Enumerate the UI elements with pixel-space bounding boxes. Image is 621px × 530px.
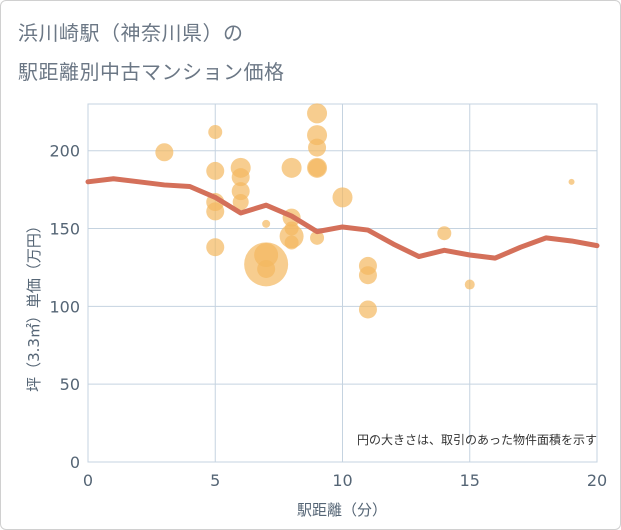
data-bubble — [308, 158, 327, 177]
x-tick-label: 5 — [210, 471, 220, 490]
data-bubble — [231, 168, 250, 187]
data-bubble — [206, 202, 225, 221]
data-bubble — [568, 178, 575, 185]
y-tick-label: 0 — [70, 453, 80, 472]
x-tick-label: 20 — [587, 471, 607, 490]
chart-title-line-1: 浜川崎駅（神奈川県）の — [18, 21, 244, 45]
data-bubble — [262, 219, 271, 228]
grid — [87, 103, 598, 463]
data-bubble — [206, 161, 225, 180]
data-bubble — [206, 238, 225, 257]
y-tick-label: 100 — [49, 297, 80, 316]
x-axis-label: 駅距離（分） — [297, 501, 387, 519]
data-bubble — [208, 125, 223, 140]
data-bubble — [307, 103, 328, 124]
chart-title-line-2: 駅距離別中古マンション価格 — [18, 60, 285, 84]
data-bubble — [257, 259, 276, 278]
x-tick-label: 10 — [332, 471, 352, 490]
trend — [85, 176, 600, 261]
x-tick-label: 0 — [83, 471, 93, 490]
data-bubble — [332, 187, 353, 208]
data-bubble — [308, 138, 327, 157]
bubbles — [155, 103, 575, 319]
y-tick-label: 150 — [49, 220, 80, 239]
data-bubble — [155, 143, 174, 162]
size-legend-note: 円の大きさは、取引のあった物件面積を示す — [357, 432, 597, 447]
data-bubble — [232, 194, 249, 211]
data-bubble — [358, 266, 377, 285]
data-bubble — [358, 300, 377, 319]
y-tick-label: 200 — [49, 142, 80, 161]
plot-border — [87, 103, 598, 463]
y-tick-label: 50 — [60, 375, 80, 394]
data-bubble — [281, 157, 302, 178]
trend-line — [85, 176, 600, 261]
x-tick-label: 15 — [460, 471, 480, 490]
data-bubble — [284, 235, 299, 250]
data-bubble — [464, 279, 475, 290]
y-axis-label: 坪（3.3㎡）単価（万円） — [25, 218, 43, 392]
data-bubble — [437, 226, 452, 241]
data-bubble — [310, 230, 325, 245]
